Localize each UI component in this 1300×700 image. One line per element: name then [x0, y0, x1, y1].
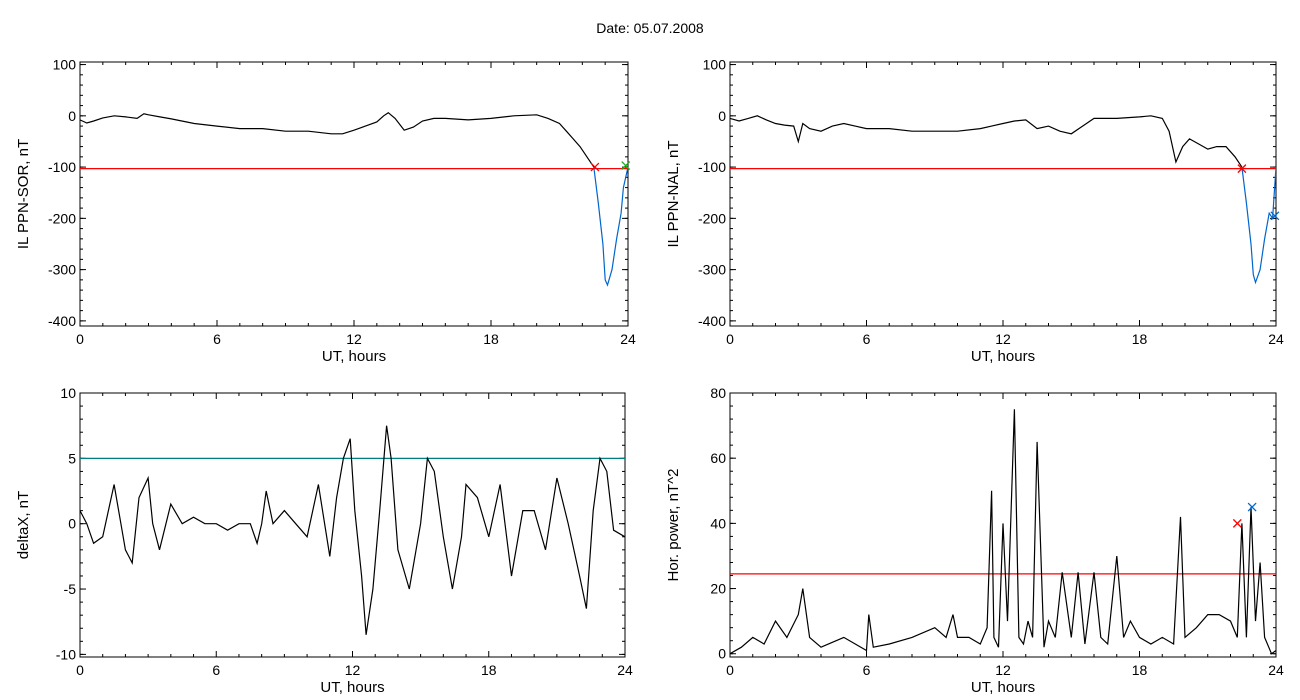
- y-tick-label: -10: [56, 646, 76, 662]
- y-tick-label: 10: [60, 385, 76, 401]
- series-line-1: [730, 409, 1276, 655]
- y-axis-label: deltaX, nT: [15, 491, 32, 559]
- x-tick-label: 12: [995, 662, 1011, 678]
- marker-x: [590, 162, 600, 172]
- y-axis-label: IL PPN-SOR, nT: [15, 139, 32, 249]
- series-line-1: [80, 111, 595, 168]
- plot-frame: [729, 61, 1277, 327]
- x-tick-label: 0: [726, 331, 734, 347]
- y-tick-label: 80: [710, 385, 726, 401]
- y-tick-label: -300: [48, 262, 76, 278]
- series-line-1: [730, 115, 1243, 168]
- x-tick-label: 24: [620, 331, 636, 347]
- marker-x: [1247, 502, 1257, 512]
- y-tick-label: 0: [68, 516, 76, 532]
- series-line-1: [80, 425, 625, 635]
- x-tick-label: 6: [863, 331, 871, 347]
- marker-stroke: [621, 161, 631, 171]
- x-tick-label: 12: [345, 662, 361, 678]
- y-tick-label: 20: [710, 581, 726, 597]
- marker-stroke: [590, 162, 600, 172]
- chart-panel-4: 0 6 12 18 24 0 20 40 60 80 UT, hours Hor. power, nT…: [665, 385, 1284, 696]
- y-tick-label: -200: [48, 210, 76, 226]
- y-tick-label: 0: [718, 646, 726, 662]
- y-tick-label: -400: [48, 313, 76, 329]
- series-line-2: [1241, 167, 1276, 285]
- marker-x: [1237, 164, 1247, 174]
- y-tick-label: 100: [53, 57, 77, 73]
- x-tick-label: 18: [481, 662, 497, 678]
- marker-x: [1232, 518, 1242, 528]
- y-tick-label: -200: [698, 210, 726, 226]
- marker-x: [621, 161, 631, 171]
- chart-panel-2: 0 6 12 18 24 -400 -300 -200 -100 0 100 UT, hours IL …: [665, 57, 1284, 365]
- y-tick-label: 0: [718, 108, 726, 124]
- series-line-2: [593, 166, 628, 287]
- y-tick-label: -300: [698, 262, 726, 278]
- plot-frame: [79, 61, 629, 327]
- y-tick-label: 40: [710, 515, 726, 531]
- x-axis-label: UT, hours: [971, 348, 1035, 365]
- x-tick-label: 18: [1132, 331, 1148, 347]
- x-tick-label: 0: [726, 662, 734, 678]
- x-axis-label: UT, hours: [322, 348, 386, 365]
- marker-stroke: [1247, 502, 1257, 512]
- marker-stroke: [1270, 211, 1280, 221]
- chart-panel-3: 0 6 12 18 24 -10 -5 0 5 10 UT, hours deltaX, nT: [15, 385, 633, 696]
- plot-frame: [79, 392, 626, 658]
- x-tick-label: 12: [995, 331, 1011, 347]
- y-tick-label: -100: [48, 159, 76, 175]
- x-tick-label: 18: [1132, 662, 1148, 678]
- x-axis-label: UT, hours: [971, 679, 1035, 696]
- x-tick-label: 24: [1268, 331, 1284, 347]
- y-tick-label: -100: [698, 159, 726, 175]
- x-axis-label: UT, hours: [320, 679, 384, 696]
- x-tick-label: 24: [1268, 662, 1284, 678]
- x-tick-label: 6: [212, 662, 220, 678]
- page-title: Date: 05.07.2008: [596, 20, 704, 36]
- x-tick-label: 6: [863, 662, 871, 678]
- x-tick-label: 24: [617, 662, 633, 678]
- marker-stroke: [1237, 164, 1247, 174]
- x-tick-label: 0: [76, 331, 84, 347]
- x-tick-label: 18: [483, 331, 499, 347]
- x-tick-label: 12: [346, 331, 362, 347]
- y-tick-label: -5: [64, 581, 77, 597]
- x-tick-label: 6: [213, 331, 221, 347]
- y-tick-label: 5: [68, 450, 76, 466]
- y-axis-label: IL PPN-NAL, nT: [665, 141, 682, 248]
- y-tick-label: 100: [703, 57, 727, 73]
- y-tick-label: -400: [698, 313, 726, 329]
- y-tick-label: 60: [710, 450, 726, 466]
- marker-x: [1270, 211, 1280, 221]
- x-tick-label: 0: [76, 662, 84, 678]
- y-axis-label: Hor. power, nT^2: [665, 469, 682, 582]
- marker-stroke: [1232, 518, 1242, 528]
- y-tick-label: 0: [68, 108, 76, 124]
- chart-panel-1: 0 6 12 18 24 -400 -300 -200 -100 0 100 UT, hours IL …: [15, 57, 636, 365]
